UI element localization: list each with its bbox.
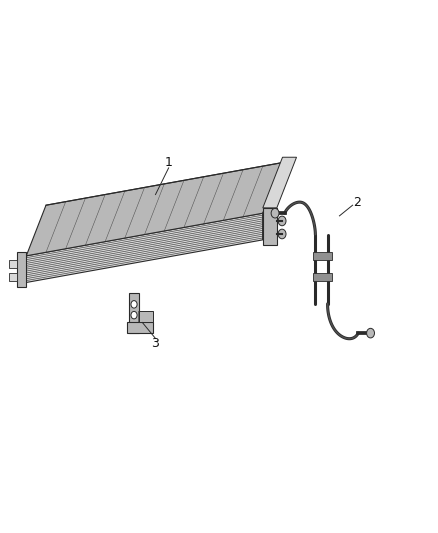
Circle shape	[131, 301, 137, 308]
Circle shape	[367, 328, 374, 338]
Bar	[139, 311, 153, 322]
Text: 3: 3	[152, 337, 159, 350]
Polygon shape	[17, 252, 26, 287]
Bar	[129, 293, 139, 333]
Polygon shape	[26, 163, 283, 256]
Circle shape	[278, 216, 286, 226]
Text: 1: 1	[165, 156, 173, 169]
Polygon shape	[139, 311, 150, 322]
Polygon shape	[9, 260, 17, 268]
Text: 2: 2	[353, 196, 361, 209]
Circle shape	[131, 311, 137, 319]
Bar	[313, 273, 332, 281]
Polygon shape	[263, 157, 297, 208]
Polygon shape	[263, 163, 283, 240]
Bar	[127, 322, 153, 333]
Polygon shape	[9, 273, 17, 281]
Bar	[313, 252, 332, 260]
Circle shape	[271, 208, 279, 218]
Polygon shape	[263, 208, 277, 245]
Polygon shape	[26, 213, 263, 282]
Circle shape	[278, 229, 286, 239]
